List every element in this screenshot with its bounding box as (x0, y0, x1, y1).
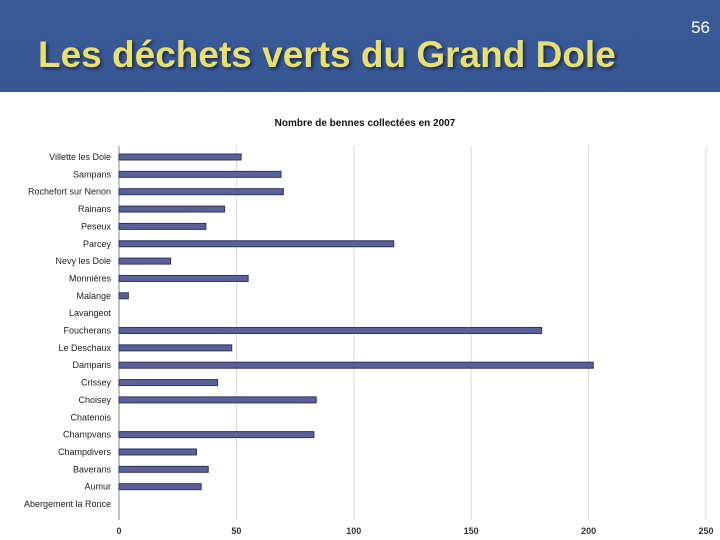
bar (118, 448, 197, 456)
bar (118, 222, 207, 230)
x-tick-label: 200 (581, 526, 596, 536)
category-label: Parcey (83, 239, 112, 249)
bar (118, 344, 233, 352)
category-label: Villette les Dole (49, 152, 111, 162)
category-label: Aumur (84, 482, 111, 492)
bar (118, 257, 172, 265)
category-label: Choisey (78, 395, 111, 405)
x-tick-label: 100 (346, 526, 361, 536)
category-label: Crissey (81, 378, 112, 388)
category-label: Chatenois (70, 412, 111, 422)
bar (118, 240, 395, 248)
category-label: Foucherans (63, 326, 111, 336)
bar (118, 274, 249, 282)
bar-chart: Nombre de bennes collectées en 2007 0 50 1… (24, 118, 714, 536)
category-label: Champdivers (58, 447, 112, 457)
bar (118, 153, 242, 161)
category-label: Malange (76, 291, 111, 301)
page-number: 56 (691, 18, 710, 37)
x-tick-label: 150 (464, 526, 479, 536)
bar (118, 170, 282, 178)
bar (118, 396, 317, 404)
x-tick-label: 50 (231, 526, 241, 536)
bar (118, 379, 219, 387)
category-label: Rainans (78, 204, 112, 214)
category-label: Baverans (73, 464, 112, 474)
category-label: Monnières (69, 273, 112, 283)
category-label: Abergement la Ronce (24, 499, 111, 509)
category-label: Champvans (63, 430, 112, 440)
category-label: Le Deschaux (58, 343, 111, 353)
bar (118, 361, 594, 369)
category-label: Nevy les Dole (55, 256, 111, 266)
bar (118, 431, 315, 439)
category-label: Rochefort sur Nenon (28, 187, 111, 197)
chart-title: Nombre de bennes collectées en 2007 (275, 118, 456, 129)
bar (118, 465, 209, 473)
slide-title: Les déchets verts du Grand Dole (38, 34, 616, 75)
bar (118, 327, 543, 334)
category-label: Damparis (72, 360, 111, 370)
chart-panel: Nombre de bennes collectées en 2007 0 50 1… (0, 92, 720, 540)
category-label: Sampans (73, 169, 112, 179)
bar (118, 205, 226, 213)
bar (118, 292, 129, 300)
bar (118, 483, 202, 491)
category-label: Lavangeot (69, 308, 112, 318)
category-label: Peseux (81, 221, 112, 231)
x-tick-label: 250 (698, 526, 713, 536)
bar (118, 188, 284, 196)
x-tick-label: 0 (116, 526, 121, 536)
